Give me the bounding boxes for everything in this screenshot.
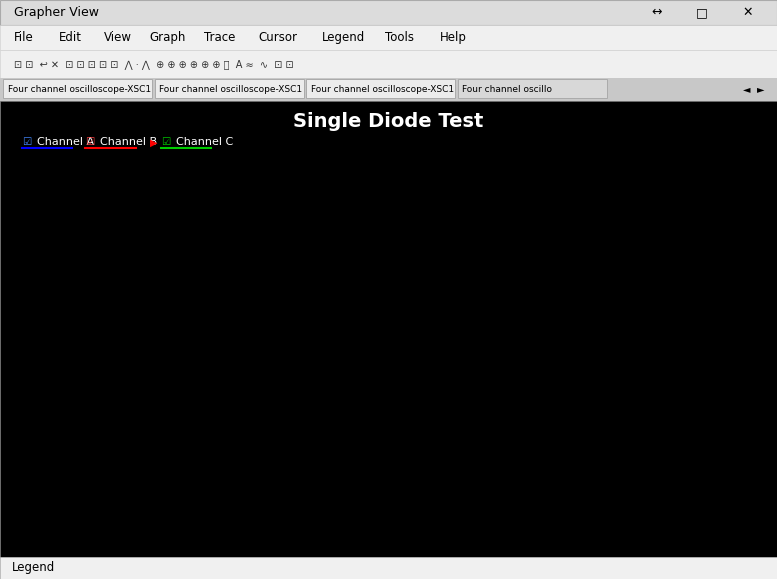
Text: File: File	[14, 31, 33, 44]
Text: ↔: ↔	[651, 6, 662, 19]
Text: Four channel oscillo: Four channel oscillo	[462, 85, 552, 94]
Bar	[131, 303, 201, 333]
Text: Legend: Legend	[12, 562, 55, 574]
Text: Legend: Legend	[322, 31, 365, 44]
Text: Help: Help	[440, 31, 467, 44]
Text: Trace: Trace	[204, 31, 235, 44]
Text: □: □	[695, 6, 707, 19]
Text: Single Diode Test: Single Diode Test	[293, 112, 484, 130]
Text: ☑: ☑	[161, 137, 170, 148]
Text: Edit: Edit	[59, 31, 82, 44]
Text: Tools: Tools	[385, 31, 414, 44]
Y-axis label: Channel_C Voltage(V): Channel_C Voltage(V)	[30, 263, 45, 415]
Bar	[575, 295, 626, 329]
Text: ✕: ✕	[742, 6, 753, 19]
Text: ⊡ ⊡  ↩ ✕  ⊡ ⊡ ⊡ ⊡ ⊡  ⋀ · ⋀  ⊕ ⊕ ⊕ ⊕ ⊕ ⊕ ✋  A ≈  ∿  ⊡ ⊡: ⊡ ⊡ ↩ ✕ ⊡ ⊡ ⊡ ⊡ ⊡ ⋀ · ⋀ ⊕ ⊕ ⊕ ⊕ ⊕ ⊕ ✋ A …	[14, 58, 294, 69]
Bar	[336, 290, 395, 324]
Text: Channel A: Channel A	[37, 137, 94, 148]
Text: Four channel oscilloscope-XSC1: Four channel oscilloscope-XSC1	[8, 85, 151, 94]
Text: ☑: ☑	[22, 137, 31, 148]
Text: ◄: ◄	[743, 84, 751, 94]
Text: Channel C: Channel C	[176, 137, 233, 148]
Text: ▶: ▶	[150, 137, 158, 148]
Text: ▶: ▶	[61, 332, 71, 346]
Text: Channel B: Channel B	[100, 137, 158, 148]
Text: ☑: ☑	[85, 137, 95, 148]
Text: ►: ►	[757, 84, 765, 94]
Text: Four channel oscilloscope-XSC1: Four channel oscilloscope-XSC1	[159, 85, 302, 94]
Text: Grapher View: Grapher View	[14, 6, 99, 19]
Text: Four channel oscilloscope-XSC1: Four channel oscilloscope-XSC1	[311, 85, 454, 94]
Text: Graph: Graph	[149, 31, 186, 44]
X-axis label: Time (s): Time (s)	[399, 553, 455, 567]
Text: Cursor: Cursor	[258, 31, 297, 44]
Text: View: View	[104, 31, 132, 44]
